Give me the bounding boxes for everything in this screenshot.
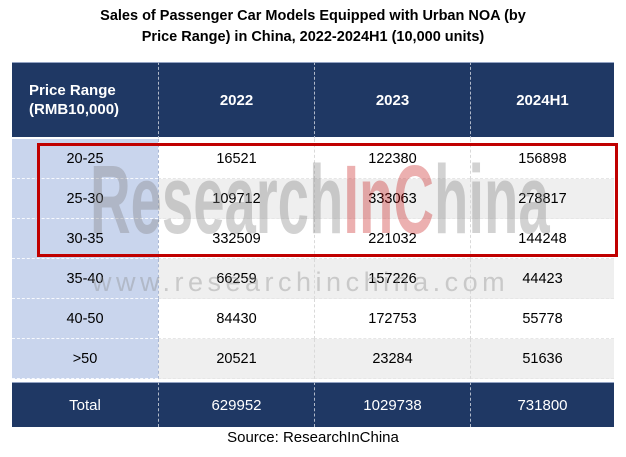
price-range-cell: 35-40 [12,259,158,299]
value-cell-2024h1: 144248 [470,219,614,259]
value-cell-2023: 333063 [314,179,470,219]
value-cell-2024h1: 51636 [470,339,614,379]
source-note: Source: ResearchInChina [227,429,399,446]
value-cell-2023: 122380 [314,139,470,179]
price-range-cell: 30-35 [12,219,158,259]
price-range-cell: >50 [12,339,158,379]
header-2022: 2022 [158,62,314,139]
value-cell-2022: 84430 [158,299,314,339]
header-2023: 2023 [314,62,470,139]
total-label-cell: Total [12,382,158,427]
value-cell-2024h1: 55778 [470,299,614,339]
value-cell-2022: 66259 [158,259,314,299]
page-title-line2: Price Range) in China, 2022-2024H1 (10,0… [141,29,485,45]
header-2024h1: 2024H1 [470,62,614,139]
value-cell-2022: 20521 [158,339,314,379]
value-cell-2024h1: 278817 [470,179,614,219]
value-cell-2022: 16521 [158,139,314,179]
value-cell-2022: 109712 [158,179,314,219]
row-divider [12,379,614,382]
value-cell-2023: 172753 [314,299,470,339]
total-value-2024h1: 731800 [470,382,614,427]
total-value-2023: 1029738 [314,382,470,427]
page-title-line1: Sales of Passenger Car Models Equipped w… [100,8,526,24]
value-cell-2023: 221032 [314,219,470,259]
value-cell-2023: 157226 [314,259,470,299]
value-cell-2023: 23284 [314,339,470,379]
header-price-range: Price Range (RMB10,000) [12,62,158,139]
value-cell-2022: 332509 [158,219,314,259]
price-range-cell: 20-25 [12,139,158,179]
page-title: Sales of Passenger Car Models Equipped w… [0,6,626,48]
total-value-2022: 629952 [158,382,314,427]
value-cell-2024h1: 156898 [470,139,614,179]
noa-sales-table: Price Range (RMB10,000) 2022 2023 2024H1… [12,62,614,427]
price-range-cell: 25-30 [12,179,158,219]
price-range-cell: 40-50 [12,299,158,339]
value-cell-2024h1: 44423 [470,259,614,299]
